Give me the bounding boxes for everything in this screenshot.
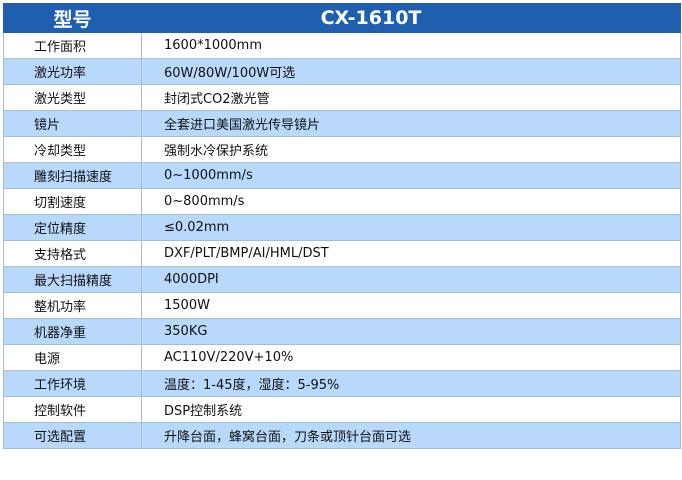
table-row: 支持格式 DXF/PLT/BMP/AI/HML/DST [3,240,681,267]
spec-key: 工作面积 [3,32,142,59]
table-row: 工作环境 温度：1-45度，湿度：5-95% [3,370,681,397]
spec-value: 60W/80W/100W可选 [141,58,681,85]
spec-key: 机器净重 [3,318,142,345]
spec-key: 电源 [3,344,142,371]
spec-value: DSP控制系统 [141,396,681,423]
spec-key: 镜片 [3,110,142,137]
spec-key: 控制软件 [3,396,142,423]
spec-key: 工作环境 [3,370,142,397]
spec-key: 雕刻扫描速度 [3,162,142,189]
spec-value: 强制水冷保护系统 [141,136,681,163]
table-row: 激光类型 封闭式CO2激光管 [3,84,681,111]
spec-value: 1600*1000mm [141,32,681,59]
spec-table: 型号 CX-1610T 工作面积 1600*1000mm 激光功率 60W/80W/1… [3,3,681,449]
table-row: 镜片 全套进口美国激光传导镜片 [3,110,681,137]
spec-value: AC110V/220V+10% [141,344,681,371]
spec-value: 350KG [141,318,681,345]
table-row: 工作面积 1600*1000mm [3,32,681,59]
spec-value: 封闭式CO2激光管 [141,84,681,111]
spec-key: 支持格式 [3,240,142,267]
spec-key: 定位精度 [3,214,142,241]
table-row: 冷却类型 强制水冷保护系统 [3,136,681,163]
table-row: 雕刻扫描速度 0~1000mm/s [3,162,681,189]
spec-value: 升降台面，蜂窝台面，刀条或顶针台面可选 [141,422,681,449]
spec-key: 激光功率 [3,58,142,85]
spec-value: 温度：1-45度，湿度：5-95% [141,370,681,397]
table-row: 控制软件 DSP控制系统 [3,396,681,423]
header-label: 型号 [3,3,142,33]
spec-key: 整机功率 [3,292,142,319]
spec-key: 激光类型 [3,84,142,111]
table-row: 激光功率 60W/80W/100W可选 [3,58,681,85]
table-row: 最大扫描精度 4000DPI [3,266,681,293]
spec-value: ≤0.02mm [141,214,681,241]
table-row: 机器净重 350KG [3,318,681,345]
table-row: 可选配置 升降台面，蜂窝台面，刀条或顶针台面可选 [3,422,681,449]
spec-value: 4000DPI [141,266,681,293]
spec-value: 0~800mm/s [141,188,681,215]
table-row: 切割速度 0~800mm/s [3,188,681,215]
spec-value: 0~1000mm/s [141,162,681,189]
spec-value: 全套进口美国激光传导镜片 [141,110,681,137]
table-row: 整机功率 1500W [3,292,681,319]
spec-value: 1500W [141,292,681,319]
table-row: 电源 AC110V/220V+10% [3,344,681,371]
spec-key: 冷却类型 [3,136,142,163]
spec-key: 最大扫描精度 [3,266,142,293]
spec-key: 可选配置 [3,422,142,449]
header-model: CX-1610T [141,3,681,33]
table-header: 型号 CX-1610T [3,3,681,33]
spec-key: 切割速度 [3,188,142,215]
table-row: 定位精度 ≤0.02mm [3,214,681,241]
spec-value: DXF/PLT/BMP/AI/HML/DST [141,240,681,267]
